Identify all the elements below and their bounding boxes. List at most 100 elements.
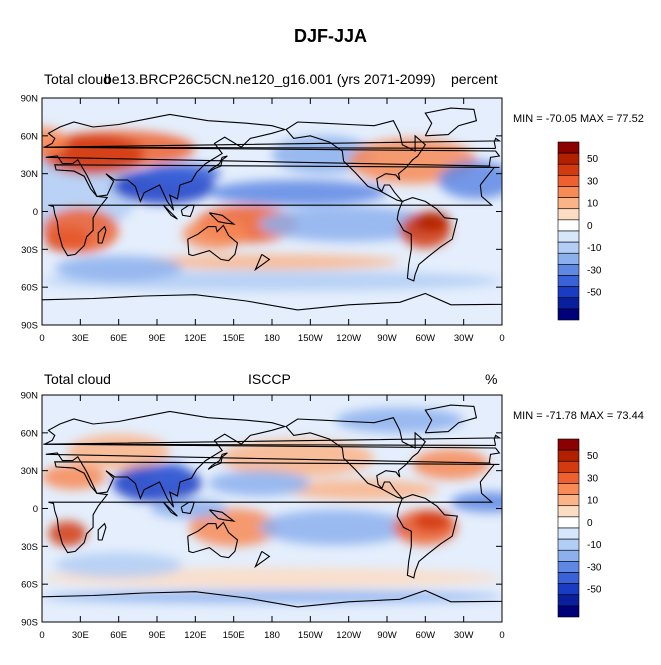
colorbar-swatch (557, 527, 580, 540)
anomaly-region (259, 206, 439, 242)
colorbar-swatch (557, 208, 580, 221)
coastline (424, 404, 478, 434)
colorbar-swatch (557, 275, 580, 287)
anomaly-region (144, 254, 400, 270)
anomaly-region (188, 508, 279, 547)
anomaly-region (208, 470, 311, 496)
coastline (44, 113, 501, 211)
lon-tick-label: 60E (110, 333, 127, 344)
anomaly-region (335, 407, 464, 433)
coastline (48, 461, 500, 554)
colorbar-label: 30 (587, 176, 599, 187)
coastline (48, 164, 500, 257)
anomaly-region (413, 211, 450, 232)
colorbar-swatch (557, 308, 580, 321)
lat-tick-label: 90S (21, 321, 38, 332)
colorbar-label: -30 (587, 265, 602, 276)
coastline (42, 589, 502, 608)
coastline (396, 494, 458, 579)
anomaly-region (438, 161, 502, 199)
anomaly-region (259, 509, 413, 546)
panel-left-label: Total cloud (44, 71, 111, 87)
colorbar-label: 50 (587, 154, 599, 165)
lat-tick-label: 0 (33, 207, 38, 218)
coastline (209, 212, 236, 225)
lat-tick-label: 60S (21, 283, 38, 294)
colorbar-swatch (557, 594, 580, 607)
coastline (254, 253, 271, 272)
anomaly-region (42, 127, 68, 158)
coastline (396, 197, 458, 282)
colorbar-swatch (557, 538, 580, 551)
colorbar-swatch (557, 460, 580, 473)
lat-tick-label: 60N (21, 131, 39, 142)
colorbar-label: -10 (587, 540, 602, 551)
min-max-text: MIN = -71.78 MAX = 73.44 (513, 410, 644, 422)
colorbar-label: 0 (587, 518, 593, 529)
colorbar-label: -30 (587, 562, 602, 573)
colorbar-swatch (557, 141, 580, 154)
lon-tick-label: 150E (223, 630, 245, 641)
map-panel-2: Total cloud ISCCP % MIN = -71.78 MAX = 7… (0, 365, 661, 665)
anomaly-region (42, 207, 119, 254)
colorbar-swatch (557, 483, 580, 495)
colorbar-swatch (557, 583, 580, 596)
coastline (424, 107, 478, 137)
lon-tick-label: 120E (184, 333, 206, 344)
coastline (187, 224, 239, 262)
coastline (285, 417, 427, 500)
anomaly-region (144, 163, 221, 184)
coastline (180, 501, 195, 515)
lon-tick-label: 120E (184, 630, 206, 641)
lon-tick-label: 60W (416, 333, 436, 344)
coastline (162, 204, 178, 220)
lon-tick-label: 0 (39, 630, 44, 641)
colorbar-label: -50 (587, 288, 602, 299)
colorbar-swatch (557, 494, 580, 507)
colorbar-swatch (557, 252, 580, 265)
colorbar-label: -50 (587, 585, 602, 596)
lon-tick-label: 120W (336, 630, 361, 641)
lon-tick-label: 0 (499, 333, 504, 344)
coastline (44, 410, 501, 508)
anomaly-region (42, 590, 502, 604)
colorbar-swatch (557, 472, 580, 484)
anomaly-region (284, 479, 439, 500)
coastline (285, 120, 427, 203)
lon-tick-label: 150E (223, 333, 245, 344)
colorbar-label: 10 (587, 199, 599, 210)
anomaly-region (220, 439, 375, 477)
colorbar-swatch (557, 561, 580, 573)
anomaly-region (208, 179, 387, 206)
colorbar-swatch (557, 572, 580, 584)
anomaly-region (54, 255, 183, 281)
colorbar-swatch (557, 505, 580, 518)
colorbar-swatch (557, 197, 580, 210)
colorbar-swatch (557, 152, 580, 165)
anomaly-region (150, 463, 189, 484)
colorbar-swatch (557, 264, 580, 276)
lon-tick-label: 60E (110, 630, 127, 641)
colorbar-swatch (557, 605, 580, 618)
panel-center-label: be13.BRCP26C5CN.ne120_g16.001 (yrs 2071-… (104, 71, 436, 87)
colorbar-swatch (557, 175, 580, 187)
min-max-text: MIN = -70.05 MAX = 77.52 (513, 113, 644, 125)
coastline (180, 204, 195, 218)
lon-tick-label: 150W (298, 630, 323, 641)
lon-tick-label: 180 (264, 630, 280, 641)
lon-tick-label: 30E (72, 630, 89, 641)
anomaly-region (182, 219, 247, 250)
lat-tick-label: 60N (21, 428, 39, 439)
colorbar-swatch (557, 449, 580, 462)
colorbar-swatch (557, 438, 580, 451)
lat-tick-label: 30S (21, 245, 38, 256)
coastline (97, 522, 107, 541)
colorbar-swatch (557, 219, 580, 232)
lat-tick-label: 30S (21, 542, 38, 553)
lon-tick-label: 90W (377, 333, 397, 344)
lon-tick-label: 180 (264, 333, 280, 344)
lat-tick-label: 90N (21, 94, 39, 105)
lat-tick-label: 90N (21, 391, 39, 402)
colorbar-swatch (557, 230, 580, 243)
lon-tick-label: 120W (336, 333, 361, 344)
